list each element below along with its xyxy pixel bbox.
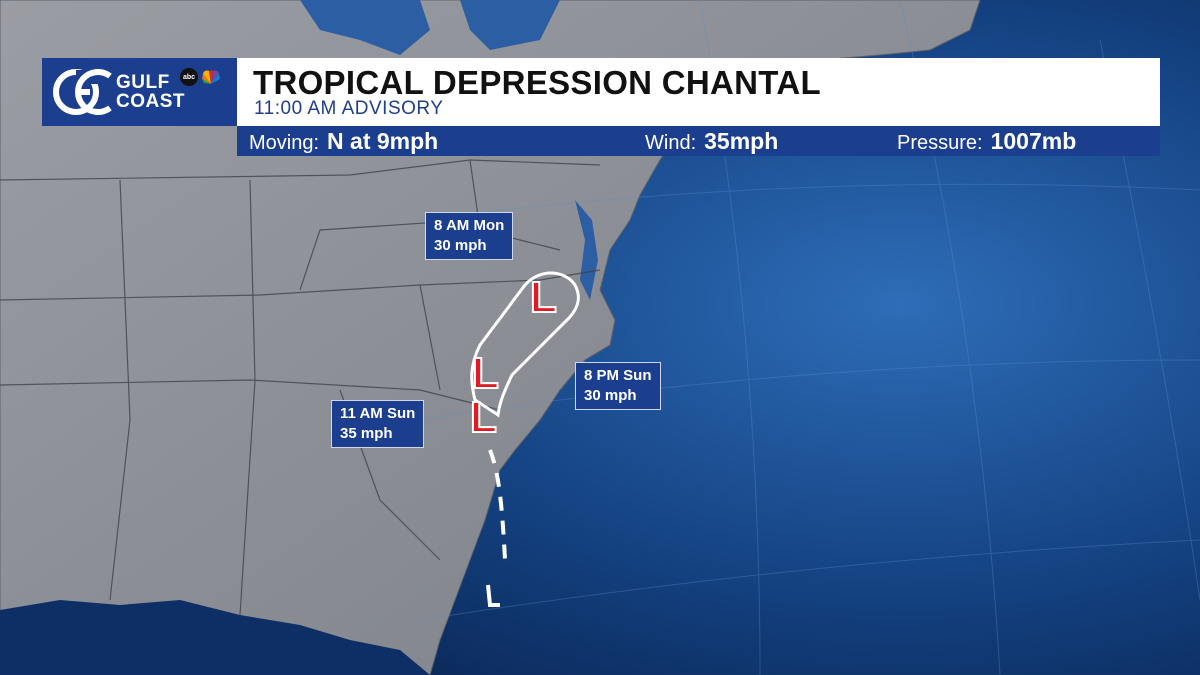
forecast-label-8am-mon: 8 AM Mon 30 mph [425,212,514,260]
forecast-label-8pm-sun: 8 PM Sun 30 mph [575,362,661,410]
movement-value: N at 9mph [327,128,439,154]
storm-info-bar: Moving: N at 9mph Wind: 35mph Pressure: 100… [237,126,1160,156]
gulf-of-mexico [0,600,430,675]
forecast-wind: 30 mph [434,237,487,254]
forecast-time: 11 AM Sun [340,405,416,422]
movement-label: Moving: [249,132,320,154]
state-borders [0,159,601,616]
station-logo: GULF COAST abc [42,58,237,126]
great-lakes [300,0,560,55]
chesapeake-bay [575,200,598,300]
forecast-time: 8 PM Sun [584,367,652,384]
logo-line2: COAST [116,91,185,112]
pressure-label: Pressure: [897,132,983,154]
storm-marker-8pm-sun: L [472,349,499,398]
past-track [488,449,507,561]
movement-info: Moving: N at 9mph [249,128,438,155]
wind-value: 35mph [704,128,779,154]
wind-info: Wind: 35mph [645,128,778,155]
storm-marker-8am-mon: L [530,273,557,322]
forecast-cone [470,271,580,418]
abc-badge: abc [180,68,198,86]
forecast-label-11am-sun: 11 AM Sun 35 mph [331,400,425,448]
pressure-value: 1007mb [990,128,1077,154]
forecast-wind: 35 mph [340,425,393,442]
wind-label: Wind: [645,132,697,154]
forecast-time: 8 AM Mon [434,217,505,234]
land-north-america [0,0,981,675]
gc-logo-icon [52,66,112,118]
origin-symbol [486,584,500,607]
nbc-peacock-icon [202,70,220,84]
pressure-info: Pressure: 1007mb [897,128,1076,155]
logo-line1: GULF [116,72,170,93]
storm-marker-current: L [470,393,497,442]
storm-title: TROPICAL DEPRESSION CHANTAL [253,64,821,101]
title-panel: TROPICAL DEPRESSION CHANTAL 11:00 AM ADV… [237,58,1160,126]
network-badges: abc [180,68,221,86]
logo-wordmark: GULF COAST [116,73,185,111]
forecast-wind: 30 mph [584,387,637,404]
advisory-time: 11:00 AM ADVISORY [254,98,444,119]
